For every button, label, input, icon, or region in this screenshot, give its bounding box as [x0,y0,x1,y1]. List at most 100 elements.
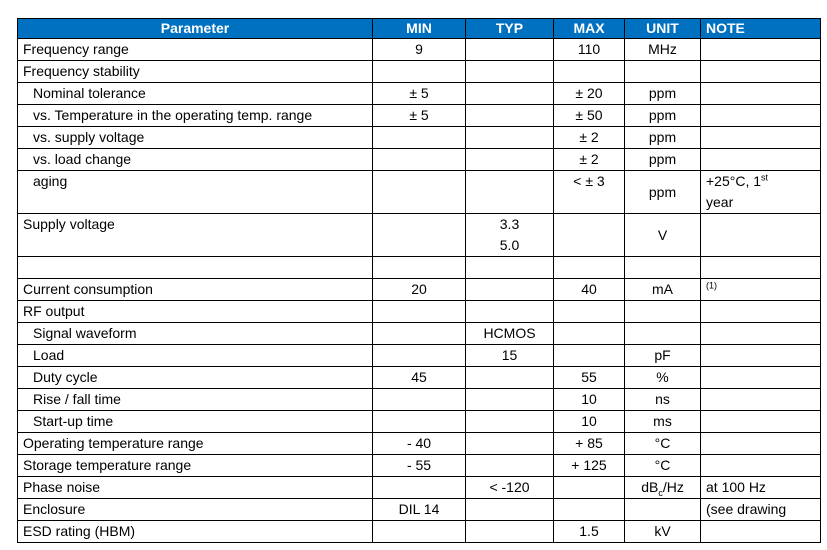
cell-text: ESD rating (HBM) [23,523,136,539]
cell-text: Nominal tolerance [33,85,146,101]
table-cell [465,38,554,61]
table-cell [372,410,466,433]
table-cell [465,148,554,171]
table-cell: - 55 [372,454,466,477]
cell-text: year [706,194,734,210]
table-cell [465,256,554,279]
cell-line: +25°C, 1st [706,172,815,193]
cell-text: ppm [648,107,677,123]
table-row: vs. Temperature in the operating temp. r… [17,104,821,127]
cell-text: ppm [648,85,677,101]
table-cell: Frequency stability [17,60,373,83]
table-cell [372,344,466,367]
table-cell [700,432,821,455]
cell-text: Current consumption [23,281,153,297]
cell-text: Rise / fall time [33,391,121,407]
table-cell: 10 [553,388,625,411]
table-row: Current consumption 20 40 mA (1) [17,278,821,301]
table-cell [553,256,625,279]
table-cell [700,300,821,323]
table-cell [465,366,554,389]
table-row: vs. supply voltage ± 2 ppm [17,126,821,149]
table-cell [465,126,554,149]
table-cell [465,300,554,323]
cell-text: ppm [648,183,677,200]
table-cell: MHz [624,38,701,61]
table-cell [372,388,466,411]
table-cell: °C [624,454,701,477]
table-cell: 1.5 [553,520,625,543]
header-cell: NOTE [700,18,821,39]
table-cell: (see drawing [700,498,821,521]
table-cell: - 40 [372,432,466,455]
table-cell: aging [17,170,373,214]
table-cell [553,60,625,83]
table-cell: ppm [624,170,701,214]
table-cell: Current consumption [17,278,373,301]
table-cell [624,498,701,521]
table-cell: DIL 14 [372,498,466,521]
table-cell: ppm [624,82,701,105]
header-row: Parameter MIN TYP MAX UNIT NOTE [17,18,821,39]
cell-line: (1) [706,280,815,300]
table-cell: HCMOS [465,322,554,345]
cell-text: ± 50 [575,107,603,123]
table-cell [700,126,821,149]
table-cell [700,213,821,257]
cell-text: Frequency stability [23,63,140,79]
table-cell [700,82,821,105]
cell-text: Start-up time [33,413,114,429]
table-cell [465,520,554,543]
table-cell [465,432,554,455]
table-cell [372,300,466,323]
table-cell: Storage temperature range [17,454,373,477]
table-row: Duty cycle 45 55% [17,366,821,389]
table-cell: Enclosure [17,498,373,521]
cell-text: (see drawing [706,501,787,517]
cell-text: 3.3 [499,216,520,232]
cell-text: Operating temperature range [23,435,204,451]
superscript: st [761,172,769,183]
table-cell: ± 5 [372,82,466,105]
table-cell: ESD rating (HBM) [17,520,373,543]
table-cell [624,300,701,323]
cell-text: DIL 14 [398,501,440,517]
cell-text: 40 [581,281,597,297]
cell-text: - 40 [406,435,432,451]
cell-text: aging [33,173,68,189]
cell-text: °C [654,435,671,451]
cell-text: 55 [581,369,597,385]
cell-text: Frequency range [23,41,129,57]
cell-text: Duty cycle [33,369,98,385]
table-cell [465,388,554,411]
table-cell: RF output [17,300,373,323]
table-cell: ppm [624,148,701,171]
cell-text: Phase noise [23,479,101,495]
table-cell [372,213,466,257]
table-cell [700,520,821,543]
table-cell: vs. supply voltage [17,126,373,149]
table-cell [553,498,625,521]
cell-text: ± 2 [579,129,599,145]
table-cell: % [624,366,701,389]
cell-text: ± 20 [575,85,603,101]
cell-text: pF [654,347,671,363]
table-cell: Supply voltage [17,213,373,257]
table-cell [372,476,466,499]
table-cell [624,60,701,83]
cell-text: 5.0 [499,237,520,253]
table-cell [372,126,466,149]
table-cell: 55 [553,366,625,389]
table-cell: Nominal tolerance [17,82,373,105]
table-cell: vs. Temperature in the operating temp. r… [17,104,373,127]
header-cell: Parameter [17,18,373,39]
table-row: Signal waveform HCMOS [17,322,821,345]
cell-text: Supply voltage [23,216,115,232]
table-cell: vs. load change [17,148,373,171]
table-cell [553,322,625,345]
table-cell: ppm [624,126,701,149]
table-cell: ± 2 [553,148,625,171]
table-cell: pF [624,344,701,367]
table-cell: Phase noise [17,476,373,499]
table-cell [553,476,625,499]
